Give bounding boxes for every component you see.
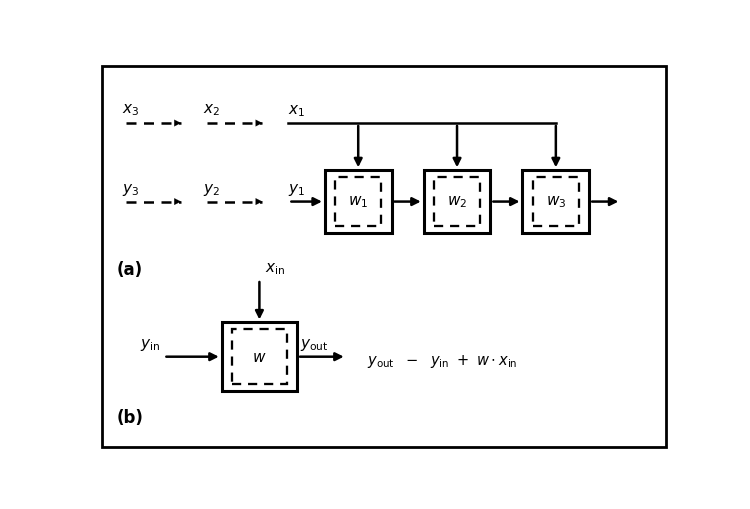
Bar [222, 323, 297, 391]
Text: (b): (b) [117, 408, 144, 427]
Text: $y_{\mathrm{in}}$: $y_{\mathrm{in}}$ [140, 336, 160, 352]
Bar [523, 171, 590, 234]
Text: $w_1$: $w_1$ [348, 194, 368, 210]
Bar [335, 178, 381, 227]
Text: $y_1$: $y_1$ [289, 182, 305, 197]
Text: $x_3$: $x_3$ [122, 102, 139, 118]
Text: $w_3$: $w_3$ [546, 194, 566, 210]
Text: $x_{\mathrm{in}}$: $x_{\mathrm{in}}$ [266, 261, 286, 276]
Text: $y_{\mathrm{out}}\ \ -\ \ y_{\mathrm{in}}\ +\ w\cdot x_{\mathrm{in}}$: $y_{\mathrm{out}}\ \ -\ \ y_{\mathrm{in}… [368, 352, 518, 370]
Text: $y_3$: $y_3$ [122, 182, 139, 197]
Bar [232, 330, 286, 384]
Text: $y_2$: $y_2$ [203, 182, 220, 197]
Bar [533, 178, 579, 227]
Text: $w_2$: $w_2$ [447, 194, 467, 210]
Text: (a): (a) [117, 261, 143, 279]
Text: $w$: $w$ [252, 350, 267, 364]
Bar [434, 178, 480, 227]
Text: $y_{\mathrm{out}}$: $y_{\mathrm{out}}$ [300, 336, 328, 352]
Text: $x_2$: $x_2$ [203, 102, 220, 118]
Text: $x_1$: $x_1$ [289, 103, 305, 119]
Bar [325, 171, 392, 234]
Bar [424, 171, 490, 234]
